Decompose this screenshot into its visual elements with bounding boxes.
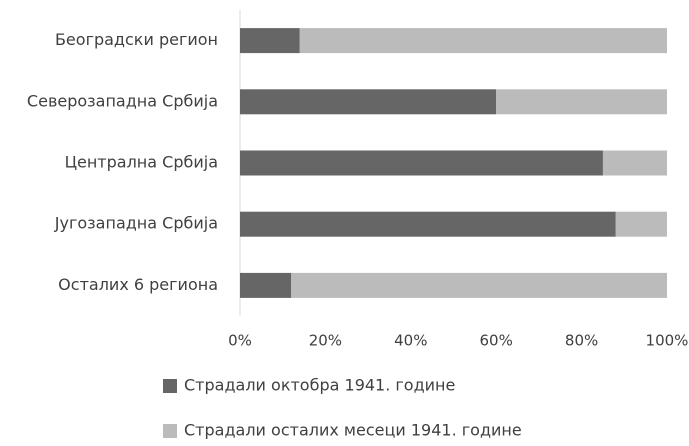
bar-segment [240, 272, 292, 298]
bar-segment [615, 211, 667, 237]
bar-segment [602, 150, 667, 176]
y-tick-label: Југозападна Србија [54, 214, 218, 233]
y-tick-label: Северозападна Србија [27, 91, 218, 110]
bar-segment [291, 272, 667, 298]
x-tick-label: 80% [565, 332, 598, 350]
y-tick-label: Београдски регион [55, 30, 218, 49]
y-tick-label: Осталих 6 региона [58, 275, 218, 294]
x-tick-label: 20% [309, 332, 342, 350]
x-tick-label: 0% [228, 332, 252, 350]
bar-segment [240, 89, 497, 115]
bar-segment [496, 89, 667, 115]
legend-swatch [163, 379, 177, 393]
legend-label: Страдали осталих месеци 1941. године [184, 421, 522, 440]
x-tick-label: 100% [646, 332, 689, 350]
bar-segment [240, 211, 616, 237]
bar-segment [240, 28, 300, 54]
x-tick-label: 60% [480, 332, 513, 350]
legend-label: Страдали октобра 1941. године [184, 376, 455, 395]
x-tick-label: 40% [394, 332, 427, 350]
y-tick-label: Централна Србија [65, 153, 218, 172]
bar-segment [240, 150, 603, 176]
bar-segment [299, 28, 667, 54]
legend-swatch [163, 424, 177, 438]
